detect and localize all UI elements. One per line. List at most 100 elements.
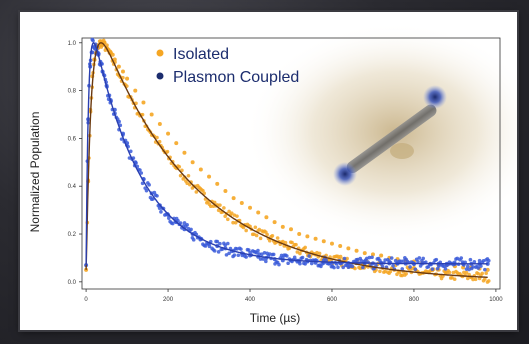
data-point-isolated <box>231 196 236 201</box>
data-point-plasmon-coupled <box>300 255 305 260</box>
x-tick-label: 200 <box>163 297 174 303</box>
data-point-plasmon-coupled <box>182 221 187 225</box>
data-point-plasmon-coupled <box>232 253 237 257</box>
data-point-isolated <box>303 245 307 250</box>
data-point-isolated <box>370 252 375 257</box>
data-point-plasmon-coupled <box>416 259 420 264</box>
data-point-isolated <box>298 251 302 256</box>
data-point-plasmon-coupled <box>191 238 196 242</box>
data-point-isolated <box>216 208 221 213</box>
data-point-plasmon-coupled <box>212 249 217 253</box>
data-point-isolated <box>447 270 452 275</box>
data-point-isolated <box>211 204 216 209</box>
data-point-isolated <box>485 267 490 272</box>
data-point-isolated <box>120 69 125 74</box>
data-point-isolated <box>338 243 343 248</box>
data-point-plasmon-coupled <box>128 149 133 154</box>
data-point-plasmon-coupled <box>159 210 163 214</box>
decay-chart: 0 200 400 600 800 1000 0.0 0.2 0.4 0.6 0.8 1.0 Time… <box>28 22 517 325</box>
data-point-isolated <box>362 251 367 256</box>
data-point-isolated <box>473 277 478 282</box>
data-point-plasmon-coupled <box>401 259 406 263</box>
data-point-isolated <box>222 206 226 210</box>
data-point-plasmon-coupled <box>227 251 231 256</box>
data-point-isolated <box>476 271 481 276</box>
data-point-isolated <box>133 88 138 93</box>
data-point-isolated <box>157 139 162 144</box>
data-point-plasmon-coupled <box>465 264 470 269</box>
data-point-isolated <box>102 40 107 45</box>
data-point-isolated <box>248 205 253 210</box>
y-tick-label: 0.2 <box>68 232 77 238</box>
data-point-plasmon-coupled <box>485 261 490 266</box>
data-point-isolated <box>462 270 466 275</box>
y-tick-label: 0.4 <box>68 184 77 190</box>
data-point-isolated <box>275 236 280 240</box>
data-point-isolated <box>345 256 349 261</box>
data-point-isolated <box>452 277 457 282</box>
plot-frame <box>81 37 501 290</box>
data-point-isolated <box>239 200 244 205</box>
data-point-isolated <box>346 246 351 251</box>
data-point-plasmon-coupled <box>434 257 439 262</box>
data-point-isolated <box>125 76 130 81</box>
fit-line-isolated <box>85 42 488 278</box>
data-point-isolated <box>397 270 402 275</box>
data-point-plasmon-coupled <box>298 261 302 266</box>
data-point-isolated <box>321 239 326 244</box>
nanoparticle-blob <box>390 143 414 159</box>
data-point-plasmon-coupled <box>185 223 189 227</box>
data-point-isolated <box>480 271 485 276</box>
y-axis-label: Normalized Population <box>28 112 42 233</box>
data-point-isolated <box>258 236 263 241</box>
data-point-plasmon-coupled <box>370 255 374 260</box>
data-point-plasmon-coupled <box>464 267 469 271</box>
data-point-plasmon-coupled <box>261 257 266 261</box>
data-point-plasmon-coupled <box>324 258 328 263</box>
data-point-isolated <box>329 241 334 246</box>
nanorod-illustration <box>245 22 517 242</box>
data-point-isolated <box>471 277 475 282</box>
data-point-plasmon-coupled <box>166 216 171 220</box>
x-tick-label: 1000 <box>489 297 503 303</box>
data-point-plasmon-coupled <box>139 171 144 175</box>
data-point-isolated <box>338 254 343 259</box>
data-point-plasmon-coupled <box>216 250 221 254</box>
data-point-plasmon-coupled <box>459 256 464 260</box>
data-point-isolated <box>294 242 298 247</box>
y-tick-label: 1.0 <box>68 41 77 47</box>
data-point-isolated <box>450 275 454 280</box>
data-point-isolated <box>116 64 121 69</box>
data-point-isolated <box>155 135 159 140</box>
data-point-plasmon-coupled <box>239 247 243 251</box>
data-point-plasmon-coupled <box>367 255 372 260</box>
data-point-plasmon-coupled <box>176 218 180 223</box>
fit-layer <box>85 41 488 278</box>
data-point-isolated <box>208 204 213 209</box>
data-point-plasmon-coupled <box>350 264 355 269</box>
data-point-plasmon-coupled <box>144 188 149 193</box>
data-point-plasmon-coupled <box>468 257 473 262</box>
data-point-plasmon-coupled <box>307 254 311 258</box>
data-point-isolated <box>244 228 248 233</box>
data-point-isolated <box>313 236 318 241</box>
nanorod-halo <box>245 22 517 242</box>
data-point-isolated <box>105 43 109 47</box>
data-point-plasmon-coupled <box>264 259 268 264</box>
data-point-plasmon-coupled <box>479 264 483 268</box>
data-point-isolated <box>223 188 228 193</box>
data-point-plasmon-coupled <box>399 259 403 264</box>
data-point-plasmon-coupled <box>244 255 248 259</box>
nanorod-tip-left <box>333 162 357 186</box>
data-point-isolated <box>270 234 275 238</box>
data-point-isolated <box>233 220 238 225</box>
data-point-plasmon-coupled <box>443 267 448 271</box>
data-point-isolated <box>264 215 269 220</box>
series-layer <box>84 37 491 284</box>
data-point-plasmon-coupled <box>417 256 422 260</box>
data-point-plasmon-coupled <box>341 265 346 270</box>
legend-label-plasmon-coupled: Plasmon Coupled <box>173 69 299 86</box>
data-point-plasmon-coupled <box>91 38 95 43</box>
data-point-isolated <box>215 181 220 186</box>
data-point-plasmon-coupled <box>460 260 465 264</box>
